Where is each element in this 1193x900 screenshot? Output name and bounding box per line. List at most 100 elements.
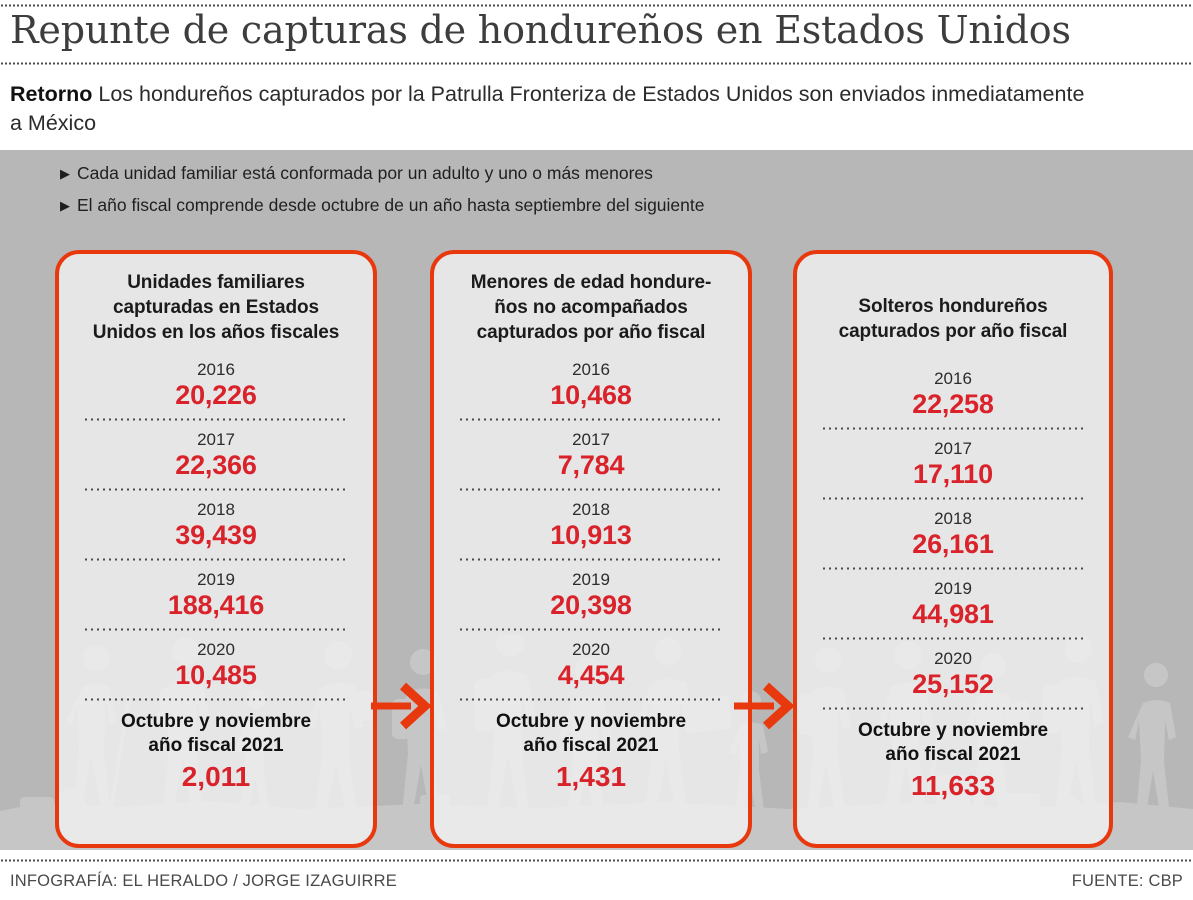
row-year: 2017 <box>572 430 610 449</box>
row-divider <box>821 497 1085 500</box>
row-divider <box>83 418 349 421</box>
footer: INFOGRAFÍA: EL HERALDO / JORGE IZAGUIRRE… <box>0 850 1193 900</box>
page-title: Repunte de capturas de hondureños en Est… <box>10 8 1071 52</box>
panel-title: Menores de edad hondure- ños no acompaña… <box>434 254 748 345</box>
panel-solteros: Solteros hondureños capturados por año f… <box>793 250 1113 848</box>
row-year: 2016 <box>197 360 235 379</box>
row-divider <box>83 488 349 491</box>
row-year: 2020 <box>934 649 972 668</box>
row-divider <box>458 418 724 421</box>
data-row: 2019 188,416 <box>83 567 349 626</box>
subtitle: Retorno Los hondureños capturados por la… <box>10 80 1100 138</box>
row-value: 22,258 <box>912 389 994 419</box>
panel-rows: 2016 22,258 2017 17,110 2018 26,161 <box>797 366 1109 803</box>
final-value: 2,011 <box>181 761 251 792</box>
data-row: 2017 17,110 <box>821 436 1085 495</box>
subtitle-text: Los hondureños capturados por la Patrull… <box>10 82 1085 135</box>
row-divider <box>83 628 349 631</box>
data-row: 2016 20,226 <box>83 357 349 416</box>
content-stage: ▶ Cada unidad familiar está conformada p… <box>0 150 1193 850</box>
top-divider <box>0 4 1193 7</box>
data-row: 2016 22,258 <box>821 366 1085 425</box>
row-value: 22,366 <box>175 450 257 480</box>
panel-title-line: Solteros hondureños <box>858 296 1048 317</box>
data-row: 2017 7,784 <box>458 427 724 486</box>
final-label-line: Octubre y noviembre <box>120 711 312 732</box>
row-value: 10,485 <box>175 660 257 690</box>
data-row: 2018 10,913 <box>458 497 724 556</box>
row-year: 2016 <box>934 369 972 388</box>
final-label-line: Octubre y noviembre <box>857 720 1049 741</box>
row-value: 26,161 <box>912 529 994 559</box>
final-value: 11,633 <box>910 770 996 801</box>
row-value: 188,416 <box>167 590 265 620</box>
panel-rows: 2016 20,226 2017 22,366 2018 39,439 <box>59 357 373 794</box>
row-value: 10,468 <box>550 380 632 410</box>
row-value: 39,439 <box>175 520 257 550</box>
final-row: Octubre y noviembre año fiscal 2021 2,01… <box>83 707 349 794</box>
data-row: 2019 44,981 <box>821 576 1085 635</box>
data-row: 2020 10,485 <box>83 637 349 696</box>
panel-unidades-familiares: Unidades familiares capturadas en Estado… <box>55 250 377 848</box>
row-year: 2017 <box>197 430 235 449</box>
panel-title-line: capturados por año fiscal <box>838 321 1068 342</box>
row-value: 7,784 <box>557 450 625 480</box>
row-divider <box>821 637 1085 640</box>
row-value: 44,981 <box>912 599 994 629</box>
notes-list: ▶ Cada unidad familiar está conformada p… <box>60 163 705 227</box>
panel-title-line: capturados por año fiscal <box>476 322 706 343</box>
row-year: 2018 <box>197 500 235 519</box>
final-value: 1,431 <box>555 761 627 792</box>
final-row: Octubre y noviembre año fiscal 2021 1,43… <box>458 707 724 794</box>
row-divider <box>458 558 724 561</box>
final-label-line: año fiscal 2021 <box>523 735 659 756</box>
row-year: 2018 <box>934 509 972 528</box>
row-divider <box>821 707 1085 710</box>
panel-rows: 2016 10,468 2017 7,784 2018 10,913 <box>434 357 748 794</box>
row-value: 25,152 <box>912 669 994 699</box>
title-divider <box>0 62 1193 65</box>
final-label-line: año fiscal 2021 <box>148 735 284 756</box>
data-row: 2019 20,398 <box>458 567 724 626</box>
row-year: 2020 <box>197 640 235 659</box>
row-year: 2018 <box>572 500 610 519</box>
panel-title: Solteros hondureños capturados por año f… <box>797 254 1109 344</box>
data-row: 2018 26,161 <box>821 506 1085 565</box>
row-divider <box>83 698 349 701</box>
row-divider <box>821 567 1085 570</box>
triangle-bullet-icon: ▶ <box>60 166 70 181</box>
final-label-line: Octubre y noviembre <box>495 711 687 732</box>
row-divider <box>458 628 724 631</box>
final-label-line: año fiscal 2021 <box>885 744 1021 765</box>
row-year: 2019 <box>934 579 972 598</box>
panel-menores-no-acompanados: Menores de edad hondure- ños no acompaña… <box>430 250 752 848</box>
final-row: Octubre y noviembre año fiscal 2021 11,6… <box>821 716 1085 803</box>
row-year: 2017 <box>934 439 972 458</box>
panel-title-line: Menores de edad hondure- <box>470 272 712 293</box>
footer-divider <box>0 859 1193 862</box>
arrow-right-icon <box>371 682 432 730</box>
row-divider <box>458 698 724 701</box>
row-divider <box>83 558 349 561</box>
panel-title-line: Unidos en los años fiscales <box>92 322 340 343</box>
panel-title-line: capturadas en Estados <box>113 297 319 318</box>
subtitle-kicker: Retorno <box>10 82 93 106</box>
footer-credit: INFOGRAFÍA: EL HERALDO / JORGE IZAGUIRRE <box>10 872 397 890</box>
panel-title-line: ños no acompañados <box>494 297 688 318</box>
data-row: 2018 39,439 <box>83 497 349 556</box>
panels-group: Unidades familiares capturadas en Estado… <box>0 250 1193 850</box>
row-value: 20,226 <box>175 380 257 410</box>
row-divider <box>458 488 724 491</box>
row-value: 20,398 <box>550 590 632 620</box>
row-year: 2019 <box>572 570 610 589</box>
note-item: ▶ Cada unidad familiar está conformada p… <box>60 163 705 184</box>
row-divider <box>821 427 1085 430</box>
data-row: 2020 25,152 <box>821 646 1085 705</box>
data-row: 2016 10,468 <box>458 357 724 416</box>
panel-title: Unidades familiares capturadas en Estado… <box>59 254 373 345</box>
row-year: 2019 <box>197 570 235 589</box>
row-year: 2020 <box>572 640 610 659</box>
note-text: El año fiscal comprende desde octubre de… <box>77 195 705 215</box>
row-year: 2016 <box>572 360 610 379</box>
